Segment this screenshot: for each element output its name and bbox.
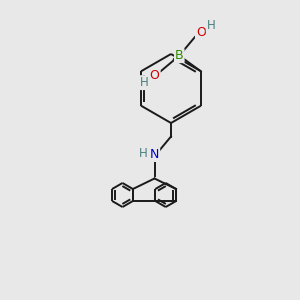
Text: N: N	[150, 148, 159, 161]
Text: O: O	[150, 69, 160, 82]
Text: H: H	[140, 76, 149, 89]
Text: H: H	[139, 146, 148, 160]
Text: B: B	[175, 49, 184, 62]
Text: H: H	[207, 19, 215, 32]
Text: O: O	[196, 26, 206, 39]
